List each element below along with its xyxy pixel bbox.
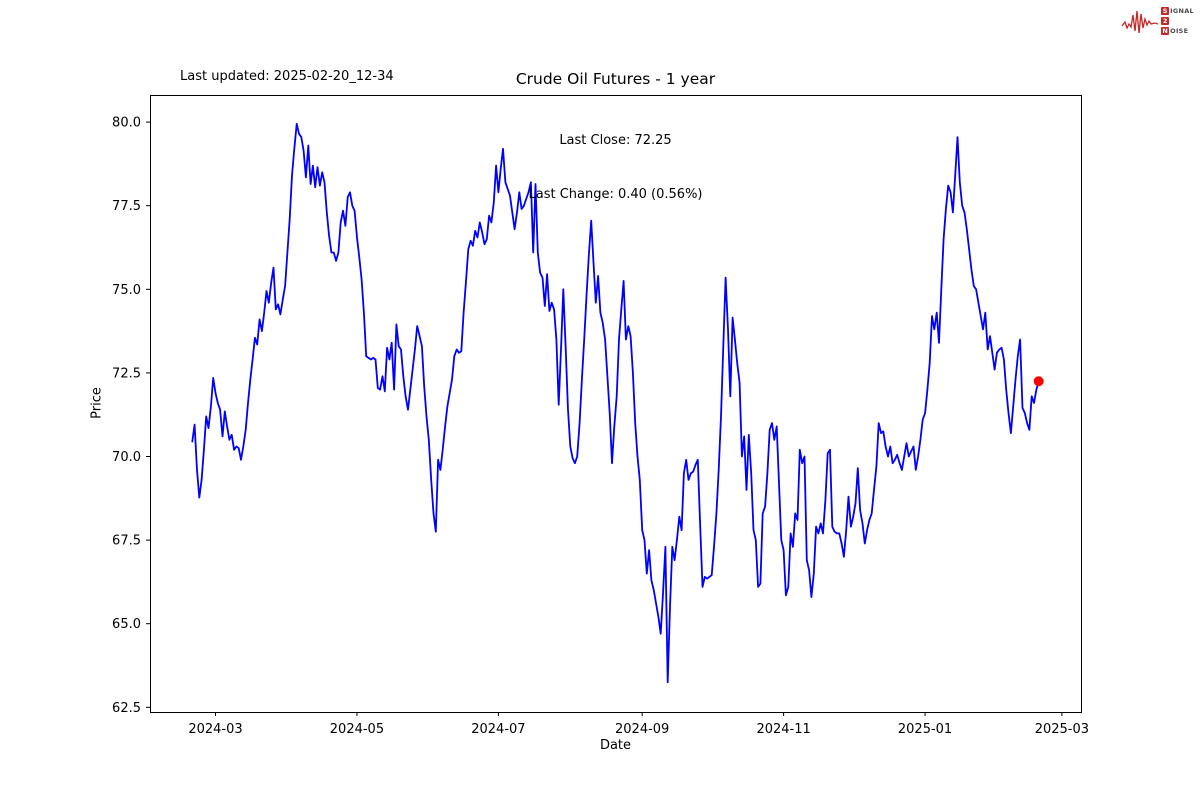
last-updated-text: Last updated: 2025-02-20_12-34 [180, 69, 394, 84]
logo-letter-2: 2 [1161, 17, 1170, 25]
x-tick-label: 2024-07 [471, 722, 525, 737]
logo-row-signal: S IGNAL [1161, 7, 1194, 16]
y-tick-label: 67.5 [112, 534, 141, 549]
logo-letter-s: S [1161, 7, 1170, 15]
plot-border [150, 95, 1082, 713]
x-tick-label: 2024-05 [330, 722, 384, 737]
price-line [191, 122, 1040, 684]
y-axis-label: Price [89, 387, 105, 419]
annotation-last-close: Last Close: 72.25 [559, 133, 672, 148]
logo-letter-n: N [1161, 27, 1170, 35]
logo-text: S IGNAL 2 N OISE [1161, 7, 1194, 36]
y-tick-label: 75.0 [112, 283, 141, 298]
y-tick-label: 80.0 [112, 116, 141, 131]
annotation-last-change: Last Change: 0.40 (0.56%) [528, 187, 703, 202]
x-tick-label: 2025-03 [1035, 722, 1089, 737]
y-tick-label: 72.5 [112, 366, 141, 381]
logo-row-2: 2 [1161, 17, 1194, 26]
logo-row-noise: N OISE [1161, 27, 1194, 36]
y-tick-label: 77.5 [112, 199, 141, 214]
x-tick-label: 2024-11 [756, 722, 810, 737]
y-tick-label: 62.5 [112, 701, 141, 716]
x-tick-label: 2024-09 [615, 722, 669, 737]
logo-word-ignal: IGNAL [1170, 7, 1194, 15]
logo-word-oise: OISE [1170, 27, 1189, 35]
y-tick-label: 65.0 [112, 617, 141, 632]
last-price-marker [1033, 376, 1044, 387]
page-title: Crude Oil Futures - 1 year [515, 70, 716, 88]
signal2noise-logo: S IGNAL 2 N OISE [1121, 6, 1194, 36]
x-tick-label: 2025-01 [898, 722, 952, 737]
x-tick-label: 2024-03 [188, 722, 242, 737]
y-tick-label: 70.0 [112, 450, 141, 465]
last-close-annotation: Last Close: 72.25 Last Change: 0.40 (0.5… [150, 96, 1081, 240]
logo-waveform-icon [1121, 10, 1159, 34]
x-axis-label: Date [599, 738, 632, 753]
